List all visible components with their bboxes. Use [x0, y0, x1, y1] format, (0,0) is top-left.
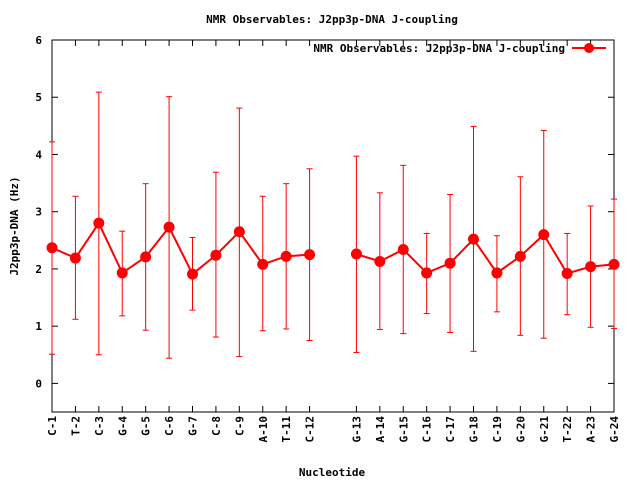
legend-label: NMR Observables: J2pp3p-DNA J-coupling [313, 42, 565, 55]
y-axis-label: J2pp3p-DNA (Hz) [8, 176, 21, 275]
x-tick-label: G-13 [350, 416, 363, 443]
y-tick-label: 3 [35, 206, 42, 219]
data-point [350, 248, 362, 260]
series-line [51, 221, 310, 276]
data-point [210, 249, 222, 261]
x-tick-label: C-9 [233, 416, 246, 436]
x-tick-label: C-19 [491, 416, 504, 443]
y-tick-label: 0 [35, 377, 42, 390]
chart-title: NMR Observables: J2pp3p-DNA J-coupling [206, 13, 458, 26]
x-tick-label: T-22 [561, 416, 574, 443]
data-point [514, 250, 526, 262]
y-tick-label: 1 [35, 320, 42, 333]
x-tick-label: T-2 [69, 416, 82, 436]
x-tick-label: A-23 [585, 416, 598, 443]
data-point [163, 221, 175, 233]
data-point [421, 267, 433, 279]
x-tick-label: A-14 [374, 416, 387, 443]
x-tick-label: G-5 [140, 416, 153, 436]
series-group [46, 91, 620, 359]
x-tick-label: C-12 [304, 416, 317, 443]
data-point [491, 267, 503, 279]
x-tick-label: G-21 [538, 416, 551, 443]
x-axis: C-1 T-2 C-3 G-4 G-5 C-6 G-7 C-8 C-9 A-10 T-11 C-12 G… [46, 40, 621, 443]
data-point [187, 268, 198, 280]
legend: NMR Observables: J2pp3p-DNA J-coupling [313, 42, 606, 55]
x-tick-label: G-4 [116, 416, 129, 436]
data-point [374, 255, 386, 267]
data-point [608, 258, 620, 270]
data-point [280, 250, 292, 262]
y-axis: 0 1 2 3 4 5 6 [35, 34, 614, 390]
y-tick-label: 4 [35, 148, 42, 161]
data-point [561, 268, 573, 280]
data-point [233, 226, 245, 238]
data-point [538, 229, 550, 241]
x-tick-label: C-3 [93, 416, 106, 436]
x-tick-label: C-16 [421, 416, 434, 443]
data-point [397, 243, 409, 255]
legend-marker [584, 43, 594, 53]
x-tick-label: A-10 [257, 416, 270, 443]
data-point [257, 258, 269, 270]
x-tick-label: C-17 [444, 416, 457, 443]
data-point [93, 217, 105, 229]
y-tick-label: 2 [35, 263, 42, 276]
y-tick-label: 6 [35, 34, 42, 47]
y-tick-label: 5 [35, 91, 42, 104]
x-tick-label: G-18 [468, 416, 481, 443]
series-line [356, 233, 615, 275]
plot-area [51, 39, 615, 413]
data-point [304, 249, 316, 261]
data-point [468, 233, 479, 245]
data-point [585, 261, 597, 273]
x-tick-label: G-20 [514, 416, 527, 443]
x-tick-label: G-7 [187, 416, 200, 436]
x-axis-label: Nucleotide [299, 466, 366, 479]
x-tick-label: C-8 [210, 416, 223, 436]
x-tick-label: C-1 [46, 416, 59, 436]
data-point [444, 257, 456, 269]
data-point [116, 267, 128, 279]
x-tick-label: C-6 [163, 416, 176, 436]
data-point [46, 242, 58, 254]
data-point [69, 252, 81, 264]
x-tick-label: G-15 [397, 416, 410, 443]
x-tick-label: G-24 [608, 416, 621, 443]
data-point [140, 251, 152, 263]
x-tick-label: T-11 [280, 416, 293, 443]
